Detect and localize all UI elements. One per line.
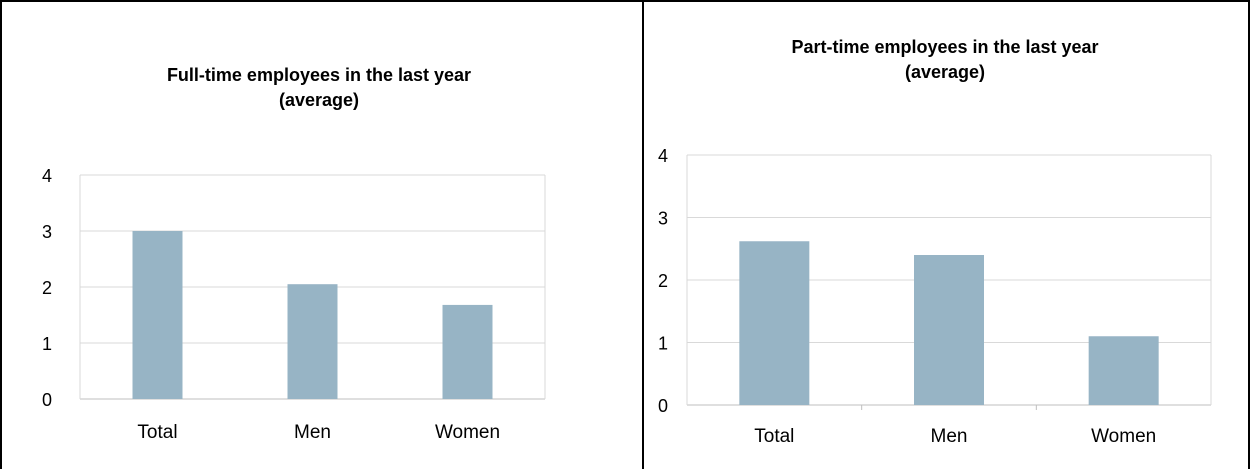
bar-total: [739, 241, 810, 405]
chart-title-line-2: (average): [279, 90, 359, 110]
x-tick-label: Men: [294, 422, 331, 443]
frame-right-border: [1248, 0, 1250, 469]
y-tick-label: 0: [658, 396, 668, 416]
chart-title-line-1: Part-time employees in the last year: [791, 37, 1098, 57]
frame-divider: [642, 0, 644, 469]
part-time-chart: Part-time employees in the last year (av…: [658, 37, 1212, 447]
bar-men: [287, 284, 338, 399]
x-tick-label: Women: [435, 422, 500, 443]
x-tick-labels: Total Men Women: [137, 422, 500, 443]
x-tick-label: Total: [754, 426, 794, 447]
bars: [132, 231, 493, 399]
x-tick-label: Total: [137, 422, 177, 443]
y-tick-label: 3: [658, 209, 668, 229]
bar-women: [1088, 336, 1159, 405]
y-tick-label: 1: [42, 334, 52, 354]
x-tick-labels: Total Men Women: [754, 426, 1156, 447]
bars: [739, 241, 1159, 405]
y-tick-label: 3: [42, 222, 52, 242]
y-tick-label: 2: [658, 271, 668, 291]
bar-men: [914, 255, 984, 405]
full-time-chart: Full-time employees in the last year (av…: [42, 65, 546, 443]
x-tick-label: Women: [1091, 426, 1156, 447]
frame-top-border: [0, 0, 1250, 2]
chart-title-line-1: Full-time employees in the last year: [167, 65, 471, 85]
bar-total: [132, 231, 183, 399]
y-tick-labels: 0 1 2 3 4: [42, 166, 52, 410]
y-tick-labels: 0 1 2 3 4: [658, 146, 668, 416]
y-tick-label: 1: [658, 334, 668, 354]
frame-left-border: [0, 0, 2, 469]
bar-women: [442, 304, 493, 399]
y-tick-label: 4: [658, 146, 668, 166]
y-tick-label: 2: [42, 278, 52, 298]
y-tick-label: 0: [42, 390, 52, 410]
y-tick-label: 4: [42, 166, 52, 186]
x-tick-label: Men: [931, 426, 968, 447]
chart-title-line-2: (average): [905, 62, 985, 82]
